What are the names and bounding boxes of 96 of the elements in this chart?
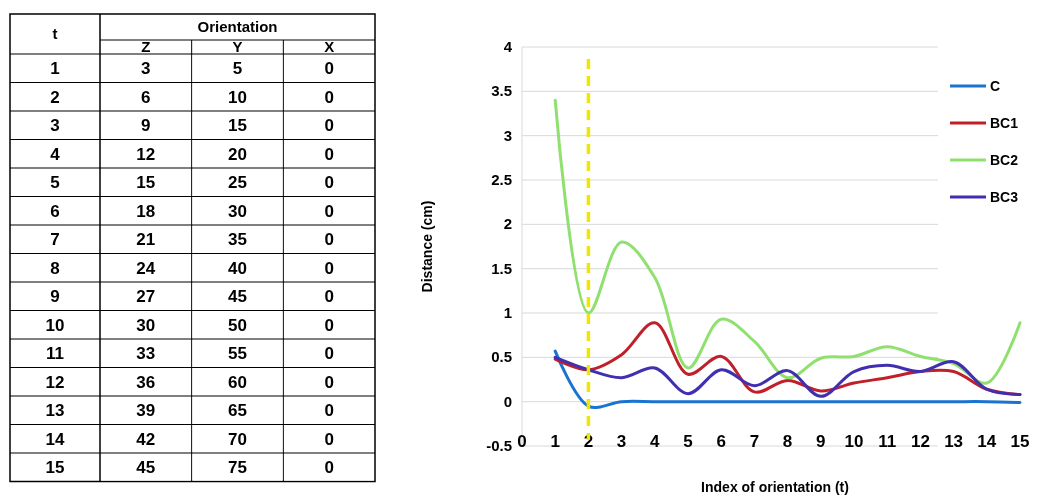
y-tick-label: 10 <box>45 315 65 335</box>
data-label: 25 <box>228 173 247 193</box>
data-label: 0 <box>324 315 334 335</box>
chart-title: Orientation <box>197 18 278 35</box>
y-tick-label: 12 <box>45 372 65 392</box>
y-tick-label: 2 <box>503 215 512 233</box>
y-tick-label: 9 <box>50 287 60 307</box>
data-label: 27 <box>136 287 156 307</box>
data-label: 0 <box>324 287 334 307</box>
x-tick-label: 6 <box>716 432 726 451</box>
data-label: 9 <box>141 116 151 136</box>
y-tick-label: 8 <box>50 258 60 278</box>
legend-label: BC2 <box>990 152 1019 168</box>
legend-label: BC3 <box>990 189 1019 205</box>
y-tick-label: 15 <box>45 458 65 478</box>
data-label: 40 <box>228 258 247 278</box>
x-tick-label: 11 <box>878 432 897 451</box>
data-label: 0 <box>324 344 334 364</box>
y-tick-label: 5 <box>50 173 60 193</box>
line-series <box>553 355 1022 398</box>
data-label: 60 <box>228 372 247 392</box>
y-tick-label: 0.5 <box>491 348 512 366</box>
y-tick-label: 4 <box>50 144 61 164</box>
x-tick-label: 14 <box>977 432 997 451</box>
data-label: 65 <box>228 401 247 421</box>
data-label: 0 <box>324 173 334 193</box>
data-label: 70 <box>228 429 247 449</box>
y-tick-label: 0 <box>503 392 512 410</box>
x-tick-label: Z <box>141 38 151 55</box>
y-tick-label: 6 <box>50 201 60 221</box>
data-label: 50 <box>228 315 247 335</box>
x-tick-label: 9 <box>816 432 826 451</box>
x-tick-label: 10 <box>844 432 864 451</box>
data-label: 0 <box>324 201 334 221</box>
x-tick-label: 12 <box>910 432 930 451</box>
x-tick-label: 15 <box>1010 432 1030 451</box>
x-tick-label: 3 <box>616 432 627 451</box>
data-label: 0 <box>324 372 334 392</box>
data-label: 0 <box>324 87 334 107</box>
data-label: 24 <box>136 258 156 278</box>
y-tick-label: 3 <box>503 126 512 144</box>
y-tick-label: -0.5 <box>486 437 512 454</box>
data-label: 0 <box>324 230 334 250</box>
y-tick-label: 2 <box>50 87 60 107</box>
line-series <box>553 349 1022 409</box>
data-label: 15 <box>228 116 247 136</box>
data-label: 15 <box>136 173 156 193</box>
y-tick-label: 1.5 <box>491 259 512 277</box>
y-tick-label: 1 <box>503 304 512 321</box>
data-label: 45 <box>136 458 156 478</box>
data-label: 5 <box>232 59 243 79</box>
x-tick-label: Y <box>232 38 243 55</box>
x-tick-label: 4 <box>650 432 661 451</box>
y-tick-label: 3 <box>50 116 60 136</box>
data-label: 20 <box>228 144 247 164</box>
line-series <box>553 98 1022 385</box>
y-tick-label: 3.5 <box>491 82 512 100</box>
data-label: 55 <box>228 344 247 364</box>
data-label: 21 <box>136 230 156 250</box>
x-tick-label: 13 <box>944 432 964 451</box>
legend-label: C <box>990 78 1001 94</box>
x-tick-label: 8 <box>782 432 793 451</box>
data-label: 12 <box>136 144 156 164</box>
data-label: 75 <box>228 458 247 478</box>
x-tick-label: 1 <box>550 432 560 451</box>
data-label: 18 <box>136 201 156 221</box>
data-label: 0 <box>324 59 334 79</box>
x-tick-label: X <box>324 38 335 55</box>
y-tick-label: 13 <box>45 401 65 421</box>
y-axis-title: t <box>52 25 58 42</box>
y-axis-title: Distance (cm) <box>419 200 435 293</box>
data-label: 33 <box>136 344 156 364</box>
data-label: 45 <box>228 287 247 307</box>
x-axis-title: Index of orientation (t) <box>701 479 849 495</box>
data-label: 0 <box>324 144 334 164</box>
data-label: 0 <box>324 258 334 278</box>
x-tick-label: 0 <box>517 432 527 451</box>
data-label: 0 <box>324 401 334 421</box>
data-label: 30 <box>228 201 247 221</box>
x-tick-label: 5 <box>683 432 693 451</box>
data-label: 35 <box>228 230 247 250</box>
data-label: 6 <box>141 87 151 107</box>
legend-label: BC1 <box>990 115 1019 131</box>
data-label: 30 <box>136 315 156 335</box>
data-label: 42 <box>136 429 156 449</box>
data-label: 0 <box>324 458 334 478</box>
y-tick-label: 7 <box>50 230 60 250</box>
y-tick-label: 1 <box>50 59 60 79</box>
data-label: 39 <box>136 401 156 421</box>
data-label: 36 <box>136 372 156 392</box>
data-label: 10 <box>228 87 247 107</box>
x-tick-label: 7 <box>749 432 760 451</box>
y-tick-label: 2.5 <box>491 171 512 188</box>
y-tick-label: 11 <box>46 344 64 364</box>
data-label: 0 <box>324 116 334 136</box>
data-label: 3 <box>141 59 151 79</box>
